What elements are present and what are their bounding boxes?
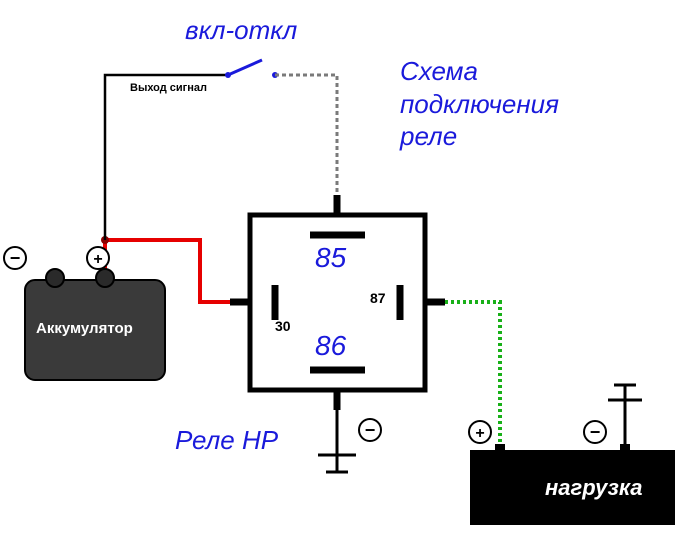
ground-86-minus-sym: −	[365, 420, 376, 440]
battery-minus-sym: −	[10, 248, 21, 268]
wire-black-signal	[105, 75, 228, 240]
battery-plus-sym: +	[93, 251, 102, 268]
terminal-87-label: 87	[370, 290, 386, 306]
load-minus-sym: −	[590, 422, 601, 442]
switch-contact-left	[228, 60, 262, 75]
load-term-minus	[620, 444, 630, 452]
terminal-86-label: 86	[315, 330, 346, 362]
terminal-30-label: 30	[275, 318, 291, 334]
switch-label: вкл-откл	[185, 15, 297, 46]
title-label: Схема подключения реле	[400, 55, 559, 153]
relay-label: Реле НР	[175, 425, 278, 456]
load-term-plus	[495, 444, 505, 452]
switch-node-left	[225, 72, 231, 78]
signal-label: Выход сигнал	[130, 82, 207, 94]
battery-term-pos	[96, 269, 114, 287]
terminal-85-label: 85	[315, 242, 346, 274]
battery-term-neg	[46, 269, 64, 287]
battery-label: Аккумулятор	[36, 320, 133, 337]
load-label: нагрузка	[545, 475, 643, 501]
diagram-svg: − + − + −	[0, 0, 700, 555]
load-plus-sym: +	[475, 425, 484, 442]
wire-gray-dashed	[275, 75, 337, 195]
